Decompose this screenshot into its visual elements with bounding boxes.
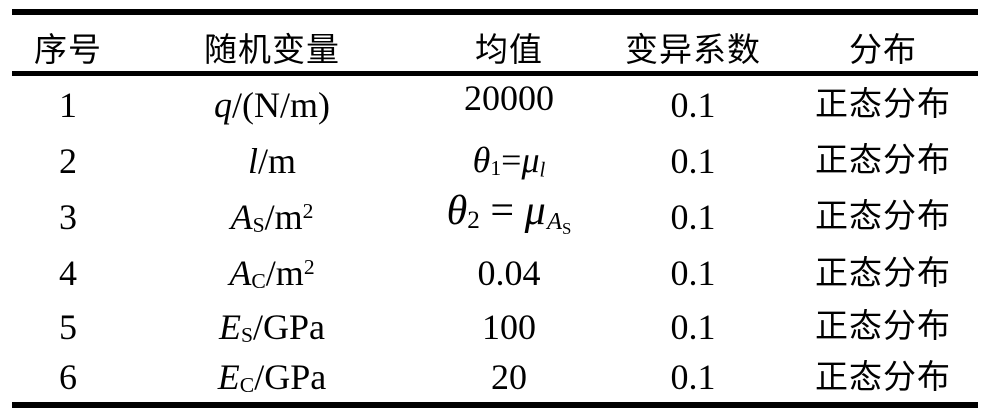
text-segment: S [562,219,572,239]
text-segment: 20 [491,357,527,398]
table-row: 1 q/(N/m) 20000 0.1 正态分布 [12,74,978,136]
mean-expression: 20000 [464,77,554,118]
cell-mean: 0.04 [420,248,598,301]
text-segment: 0.04 [477,253,541,294]
cell-coefficient-of-variation: 0.1 [670,196,716,237]
cell-mean: 20000 [420,74,598,136]
text-segment: l [247,140,258,181]
text-segment: 2 [303,255,315,280]
cell-random-variable: ES/GPa [124,301,420,355]
cell-coefficient-of-variation: 0.1 [670,84,716,125]
text-segment: q [214,84,232,125]
cell-mean: θ1=μl [420,136,598,188]
text-segment: 100 [482,306,536,347]
text-segment: /(N/m) [232,84,330,125]
cell-mean: θ2 = μAS [420,188,598,248]
text-segment: A [230,196,253,237]
text-segment: 2 [302,198,314,223]
header-serial-number: 序号 [12,12,124,76]
cell-distribution: 正态分布 [815,255,951,292]
cell-distribution: 正态分布 [815,87,951,124]
text-segment: /GPa [253,306,325,347]
table-row: 6 EC/GPa 20 0.1 正态分布 [12,355,978,405]
text-segment: E [218,306,241,347]
cell-random-variable: EC/GPa [124,355,420,405]
text-segment: A [547,208,562,236]
cell-random-variable: l/m [124,136,420,188]
random-variables-table: 序号 随机变量 均值 变异系数 分布 1 q/(N/m) 20000 0.1 正态分布 2… [12,9,978,408]
text-segment: /m [258,140,297,181]
cell-random-variable: AC/m2 [124,248,420,301]
text-segment: = [479,188,525,235]
text-segment: θ [472,139,491,180]
cell-coefficient-of-variation: 0.1 [670,253,716,294]
header-random-variable: 随机变量 [124,12,420,76]
mean-expression: 0.04 [477,253,541,294]
text-segment: S [240,322,253,347]
header-row: 序号 随机变量 均值 变异系数 分布 [12,12,978,76]
cell-serial-number: 6 [59,357,77,398]
table-row: 4 AC/m2 0.04 0.1 正态分布 [12,248,978,301]
cell-serial-number: 4 [59,253,77,294]
text-segment: l [539,157,546,182]
cell-random-variable: AS/m2 [124,188,420,248]
table-body: 1 q/(N/m) 20000 0.1 正态分布 2 l/m θ1=μl 0.1 正态分布 3 AS/… [12,74,978,405]
header-distribution: 分布 [788,12,978,76]
cell-serial-number: 5 [59,306,77,347]
mean-expression: 100 [482,306,536,347]
cell-serial-number: 3 [59,196,77,237]
cell-mean: 100 [420,301,598,355]
text-segment: 1 [490,155,502,180]
mean-expression: 20 [491,357,527,398]
text-segment: /m [264,196,303,237]
cell-coefficient-of-variation: 0.1 [670,140,716,181]
header-coefficient-of-variation: 变异系数 [598,12,788,76]
text-segment: A [229,253,252,294]
mean-expression: θ1=μl [472,139,546,182]
text-segment: E [217,357,240,398]
cell-coefficient-of-variation: 0.1 [670,357,716,398]
text-segment: /m [265,253,304,294]
table-row: 3 AS/m2 θ2 = μAS 0.1 正态分布 [12,188,978,248]
table-row: 2 l/m θ1=μl 0.1 正态分布 [12,136,978,188]
cell-distribution: 正态分布 [815,359,951,396]
cell-distribution: 正态分布 [815,143,951,180]
cell-coefficient-of-variation: 0.1 [670,306,716,347]
cell-distribution: 正态分布 [815,309,951,346]
text-segment: C [251,269,266,294]
text-segment: μ [524,188,546,235]
table-container: 序号 随机变量 均值 变异系数 分布 1 q/(N/m) 20000 0.1 正态分布 2… [12,9,978,408]
text-segment: 20000 [464,77,554,118]
cell-mean: 20 [420,355,598,405]
text-segment: S [252,212,265,237]
text-segment: = [501,139,522,180]
cell-serial-number: 2 [59,140,77,181]
text-segment: /GPa [254,357,327,398]
cell-random-variable: q/(N/m) [124,74,420,136]
mean-expression: θ2 = μAS [447,189,572,238]
text-segment: μ [521,139,540,180]
cell-serial-number: 1 [59,84,77,125]
text-segment: θ [446,188,468,235]
table-header: 序号 随机变量 均值 变异系数 分布 [12,12,978,76]
cell-distribution: 正态分布 [815,199,951,236]
text-segment: C [239,373,255,398]
text-segment: 2 [467,206,480,234]
header-mean: 均值 [420,12,598,76]
table-row: 5 ES/GPa 100 0.1 正态分布 [12,301,978,355]
